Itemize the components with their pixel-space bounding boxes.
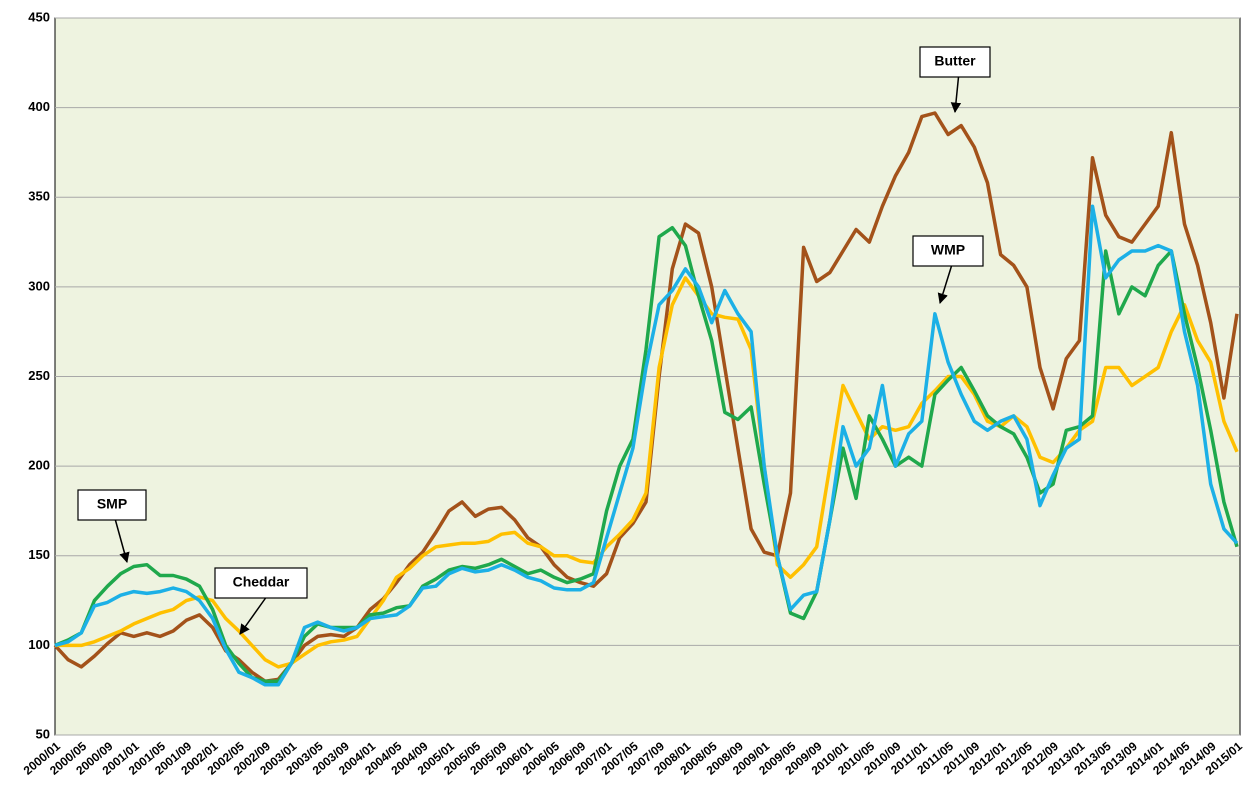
annotation-label: WMP — [931, 242, 965, 258]
y-tick-label: 200 — [28, 458, 50, 473]
y-tick-label: 350 — [28, 189, 50, 204]
annotation-box — [919, 46, 991, 78]
y-tick-label: 50 — [36, 726, 50, 741]
series-line — [53, 111, 1239, 683]
annotation-label: Cheddar — [233, 574, 290, 590]
annotation-box — [912, 235, 984, 267]
annotation-arrow — [950, 76, 962, 114]
y-tick-label: 300 — [28, 278, 50, 293]
y-tick-label: 100 — [28, 637, 50, 652]
annotation-box — [214, 567, 308, 599]
annotation-label: Butter — [934, 53, 976, 69]
annotation-arrow — [937, 265, 953, 305]
y-tick-label: 250 — [28, 368, 50, 383]
annotation-label: SMP — [97, 496, 127, 512]
y-tick-label: 400 — [28, 99, 50, 114]
series-line — [55, 276, 1239, 669]
y-tick-label: 150 — [28, 547, 50, 562]
annotation-arrow — [239, 597, 267, 635]
annotation-arrow — [114, 519, 130, 564]
y-tick-label: 450 — [28, 9, 50, 24]
annotation-box — [77, 489, 147, 521]
series-line — [54, 204, 1239, 687]
